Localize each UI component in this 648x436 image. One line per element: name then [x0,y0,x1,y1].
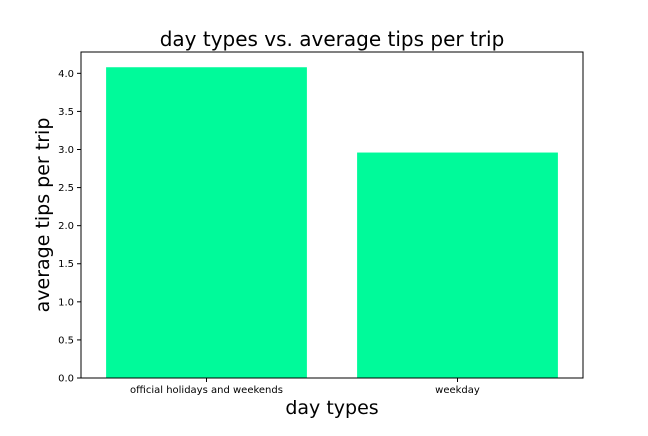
chart-title: day types vs. average tips per trip [160,27,505,51]
y-tick-label: 3.5 [58,107,74,118]
y-tick-label: 2.0 [58,221,74,232]
x-tick-label: official holidays and weekends [130,385,283,396]
x-axis-label: day types [285,397,378,419]
bar [357,152,558,378]
y-tick-label: 2.5 [58,183,74,194]
y-tick-label: 4.0 [58,69,74,80]
x-axis: official holidays and weekends weekday [130,378,480,396]
y-tick-label: 1.0 [58,297,74,308]
y-axis: 0.0 0.5 1.0 1.5 2.0 2.5 3.0 3.5 4.0 [58,69,81,385]
y-tick-label: 3.0 [58,145,74,156]
plot-area-frame [80,51,584,379]
y-tick-label: 0.5 [58,335,74,346]
y-axis-label: average tips per trip [32,118,54,313]
x-tick-label: weekday [435,385,480,396]
y-tick-label: 0.0 [58,374,74,385]
bar [106,67,307,378]
bars-layer [106,67,558,378]
y-tick-label: 1.5 [58,259,74,270]
